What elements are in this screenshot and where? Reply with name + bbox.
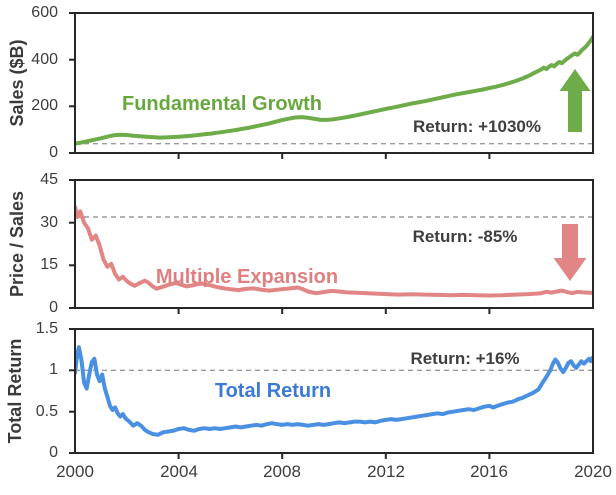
return-annotation-price-sales: Return: -85% xyxy=(412,227,518,246)
multiple-expansion-panel-frame xyxy=(74,179,594,309)
y-axis-label-sales: Sales ($B) xyxy=(7,39,27,127)
x-tick-label: 2020 xyxy=(574,462,612,481)
x-tick-label: 2000 xyxy=(56,462,94,481)
y-tick-label: 0.5 xyxy=(35,403,58,420)
y-tick-label: 600 xyxy=(31,4,58,21)
y-tick-label: 1 xyxy=(49,361,58,378)
y-tick-label: 1.5 xyxy=(35,320,58,337)
series-title-multiple-expansion: Multiple Expansion xyxy=(155,266,339,288)
y-tick-label: 200 xyxy=(31,97,58,114)
fundamental-growth-panel-frame xyxy=(74,12,594,154)
growth-up-arrow-icon xyxy=(559,69,591,132)
x-tick-label: 2012 xyxy=(367,462,405,481)
y-tick-label: 0 xyxy=(49,299,58,316)
total-return-panel-frame xyxy=(74,328,594,454)
return-annotation-total-return: Return: +16% xyxy=(410,349,520,368)
y-tick-label: 0 xyxy=(49,144,58,161)
y-tick-label: 0 xyxy=(49,444,58,461)
multiple-expansion-line xyxy=(75,205,593,298)
x-tick-label: 2004 xyxy=(160,462,198,481)
y-tick-label: 30 xyxy=(40,214,58,231)
y-tick-label: 15 xyxy=(40,256,58,273)
y-tick-label: 400 xyxy=(31,51,58,68)
x-tick-label: 2016 xyxy=(470,462,508,481)
total-return-line xyxy=(75,345,593,437)
decline-down-arrow-icon xyxy=(553,224,587,281)
series-title-total-return: Total Return xyxy=(214,380,332,402)
series-title-fundamental-growth: Fundamental Growth xyxy=(122,93,322,115)
fundamental-growth-line xyxy=(75,34,593,146)
x-tick-label: 2008 xyxy=(263,462,301,481)
return-annotation-sales: Return: +1030% xyxy=(412,117,542,136)
y-tick-label: 45 xyxy=(40,171,58,188)
